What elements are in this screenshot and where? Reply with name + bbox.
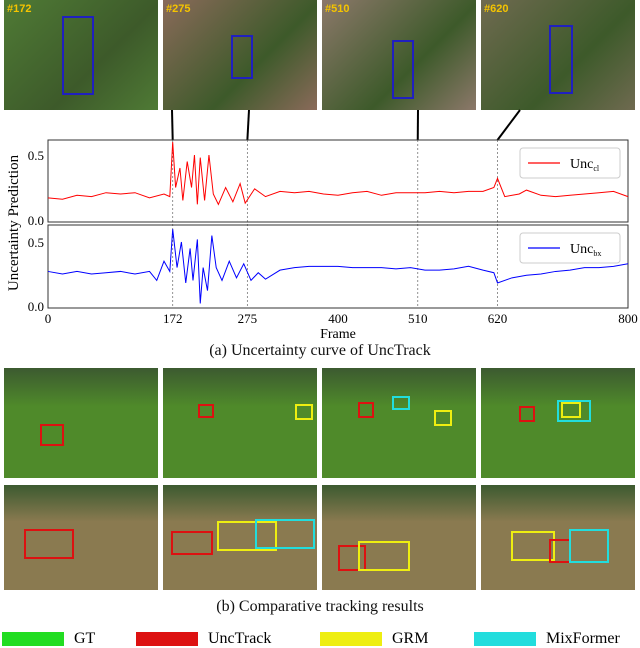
legend-label: GT: [74, 630, 95, 648]
tracking-box: [198, 404, 214, 418]
x-tick-label: 400: [328, 311, 348, 326]
comparison-frame: [322, 368, 476, 478]
comparison-frame: [4, 485, 158, 590]
tracking-box: [392, 396, 410, 410]
legend-item: UncTrack: [136, 630, 271, 648]
tracking-box: [358, 402, 374, 418]
arrow-line: [498, 110, 521, 140]
x-tick-label: 172: [163, 311, 183, 326]
x-tick-label: 620: [488, 311, 508, 326]
x-tick-label: 0: [45, 311, 52, 326]
tracking-box: [434, 410, 452, 426]
legend-subscript: cl: [593, 164, 600, 173]
caption-a: (a) Uncertainty curve of UncTrack: [0, 342, 640, 360]
comparison-frame: [163, 485, 317, 590]
tracking-box: [24, 529, 74, 559]
legend-swatch: [2, 632, 64, 646]
tracking-box: [358, 541, 410, 571]
tracking-box: [549, 539, 571, 563]
legend-swatch: [136, 632, 198, 646]
tracking-box: [171, 531, 213, 555]
tracking-box: [40, 424, 64, 446]
tracking-box: [255, 519, 315, 549]
legend-swatch: [320, 632, 382, 646]
x-tick-label: 275: [238, 311, 258, 326]
y-tick-label: 0.0: [28, 213, 44, 228]
arrow-line: [247, 110, 249, 140]
tracking-box: [557, 400, 591, 422]
comparison-frame: [481, 368, 635, 478]
comparison-frame: [322, 485, 476, 590]
comparison-frame: [163, 368, 317, 478]
y-tick-label: 0.5: [28, 235, 44, 250]
legend-item: GT: [2, 630, 95, 648]
comparison-frame: [481, 485, 635, 590]
tracking-box: [519, 406, 535, 422]
comparison-frame: [4, 368, 158, 478]
legend-swatch: [474, 632, 536, 646]
legend-label: MixFormer: [546, 630, 620, 648]
y-tick-label: 0.0: [28, 299, 44, 314]
tracking-box: [569, 529, 609, 563]
legend-subscript: bx: [593, 249, 601, 258]
caption-b: (b) Comparative tracking results: [0, 598, 640, 616]
tracking-box: [295, 404, 313, 420]
legend-label: GRM: [392, 630, 428, 648]
legend-item: MixFormer: [474, 630, 620, 648]
x-tick-label: 800: [618, 311, 638, 326]
x-axis-label: Frame: [320, 327, 356, 342]
legend-label: UncTrack: [208, 630, 271, 648]
y-axis-label: Uncertainty Prediction: [6, 154, 22, 291]
legend-item: GRM: [320, 630, 428, 648]
y-tick-label: 0.5: [28, 148, 44, 163]
arrow-line: [172, 110, 173, 140]
x-tick-label: 510: [408, 311, 428, 326]
